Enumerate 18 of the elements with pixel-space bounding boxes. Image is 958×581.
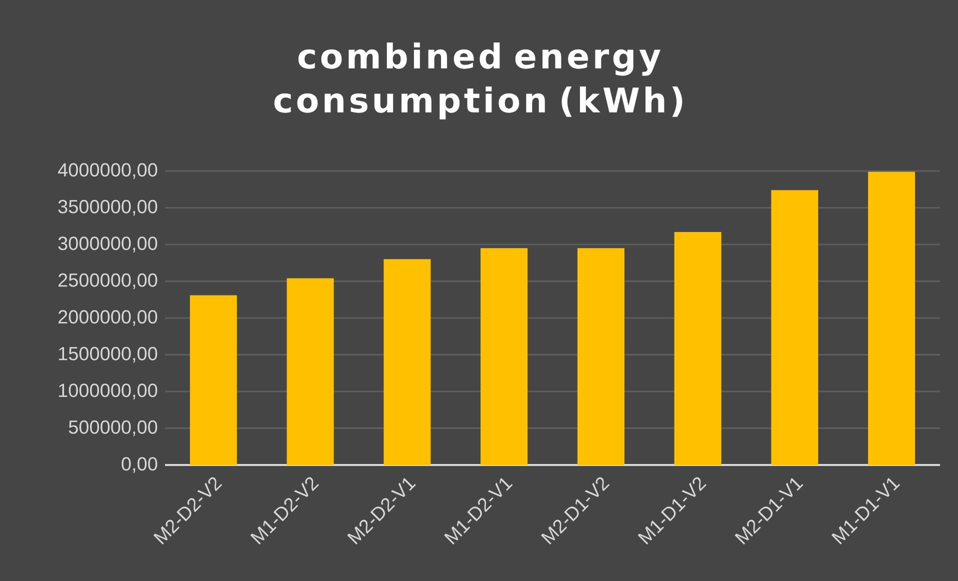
y-tick-label: 2500000,00 (58, 273, 158, 290)
y-tick-label: 1500000,00 (59, 346, 158, 363)
bar (286, 278, 334, 465)
y-tick-label: 0,00 (122, 457, 158, 473)
y-tick-label: 500000,00 (68, 420, 158, 436)
chart-title: combined energy consumption (kWh) (274, 42, 682, 120)
y-tick-label: 3000000,00 (58, 236, 158, 252)
y-tick-label: 3500000,00 (58, 200, 158, 216)
y-tick-label: 4000000,00 (58, 163, 158, 179)
bar (480, 248, 528, 465)
bar (384, 259, 431, 465)
bar (771, 190, 818, 465)
bar (190, 295, 237, 465)
bar (674, 232, 722, 465)
bar (577, 248, 624, 465)
bar (868, 172, 916, 465)
y-tick-label: 1000000,00 (59, 384, 158, 400)
y-tick-label: 2000000,00 (58, 310, 158, 326)
